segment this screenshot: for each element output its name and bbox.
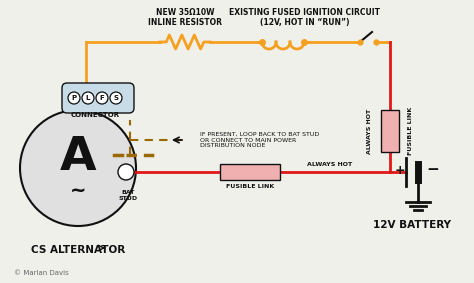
Text: CONNECTOR: CONNECTOR: [71, 112, 119, 118]
Text: NEW 35Ω10W
INLINE RESISTOR: NEW 35Ω10W INLINE RESISTOR: [148, 8, 222, 27]
Text: FUSIBLE LINK: FUSIBLE LINK: [409, 107, 413, 155]
Text: ALWAYS HOT: ALWAYS HOT: [308, 162, 353, 167]
Bar: [381, 110, 399, 152]
Text: −: −: [426, 162, 439, 177]
Text: EXISTING FUSED IGNITION CIRCUIT
(12V, HOT IN “RUN”): EXISTING FUSED IGNITION CIRCUIT (12V, HO…: [229, 8, 381, 27]
Text: 12V BATTERY: 12V BATTERY: [373, 220, 451, 230]
Text: ALWAYS HOT: ALWAYS HOT: [367, 108, 373, 154]
Circle shape: [82, 92, 94, 104]
Circle shape: [68, 92, 80, 104]
Text: CS ALTERNATOR: CS ALTERNATOR: [31, 245, 125, 255]
Text: L: L: [86, 95, 90, 101]
Text: F: F: [100, 95, 104, 101]
Text: BAT
STUD: BAT STUD: [118, 190, 137, 201]
FancyBboxPatch shape: [62, 83, 134, 113]
Circle shape: [110, 92, 122, 104]
Text: +: +: [395, 164, 406, 177]
Bar: [220, 164, 280, 180]
Text: ~: ~: [70, 181, 86, 200]
Circle shape: [96, 92, 108, 104]
Text: P: P: [72, 95, 77, 101]
Text: © Marlan Davis: © Marlan Davis: [14, 270, 69, 276]
Text: A: A: [60, 136, 96, 181]
Text: FUSIBLE LINK: FUSIBLE LINK: [226, 184, 274, 189]
Text: S: S: [113, 95, 118, 101]
Circle shape: [20, 110, 136, 226]
Text: IF PRESENT, LOOP BACK TO BAT STUD
OR CONNECT TO MAIN POWER
DISTRIBUTION NODE: IF PRESENT, LOOP BACK TO BAT STUD OR CON…: [200, 132, 319, 148]
Circle shape: [118, 164, 134, 180]
